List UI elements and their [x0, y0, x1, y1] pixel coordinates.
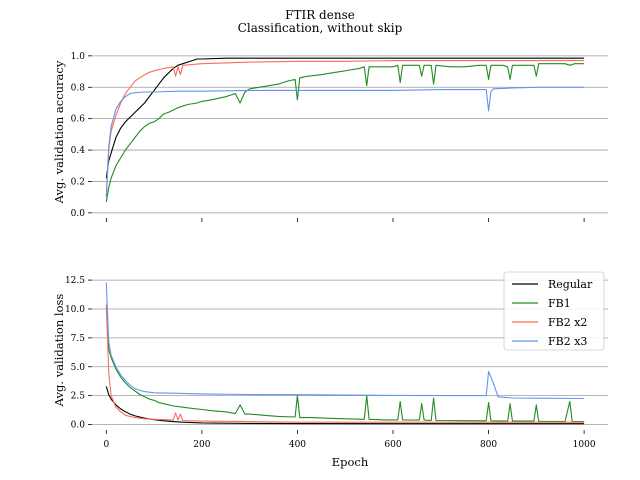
accuracy-ytick-label: 0.0: [71, 209, 86, 219]
legend-box: [503, 271, 605, 351]
loss-ytick-label: 12.5: [65, 276, 85, 286]
loss-ylabel: Avg. validation loss: [52, 294, 66, 408]
loss-ytick-label: 0.0: [71, 421, 86, 431]
accuracy-series-fb2-x3: [105, 86, 585, 198]
loss-xtick-label: 0: [103, 440, 109, 450]
accuracy-ytick-label: 0.8: [71, 83, 86, 93]
accuracy-ytick-label: 0.2: [71, 177, 85, 187]
loss-ytick-label: 7.5: [71, 334, 86, 344]
legend-label: FB1: [548, 297, 571, 310]
loss-xtick-label: 600: [384, 440, 401, 450]
accuracy-ylabel: Avg. validation accuracy: [52, 60, 66, 204]
legend-label: FB2 x3: [548, 335, 587, 348]
loss-xtick-label: 800: [480, 440, 497, 450]
accuracy-series-regular: [105, 57, 585, 179]
accuracy-ytick-label: 0.4: [71, 146, 86, 156]
figure-title-line1: FTIR dense: [285, 8, 355, 22]
accuracy-series-fb2-x2: [105, 60, 585, 198]
legend-label: Regular: [548, 278, 593, 291]
loss-panel: 0.0 2.5 5.0 7.5 10.0 12.5 0 200 400 600 800 1000 Avg…: [52, 271, 608, 469]
accuracy-series-fb1: [105, 63, 585, 202]
accuracy-panel: 0.0 0.2 0.4 0.6 0.8 1.0 Avg. validation accura…: [52, 52, 608, 222]
legend-label: FB2 x2: [548, 316, 587, 329]
accuracy-ytick-label: 0.6: [71, 115, 86, 125]
loss-ytick-label: 10.0: [65, 305, 85, 315]
loss-ytick-label: 5.0: [71, 363, 86, 373]
loss-series-fb2-x3: [105, 282, 585, 400]
loss-xtick-label: 1000: [573, 440, 596, 450]
loss-xtick-label: 400: [289, 440, 306, 450]
loss-ytick-label: 2.5: [71, 392, 86, 402]
loss-xtick-label: 200: [193, 440, 210, 450]
loss-series-fb1: [105, 306, 585, 423]
loss-xlabel: Epoch: [332, 455, 369, 469]
accuracy-ytick-label: 1.0: [71, 52, 86, 62]
figure-title-line2: Classification, without skip: [238, 21, 403, 35]
loss-series-fb2-x2: [105, 304, 585, 423]
